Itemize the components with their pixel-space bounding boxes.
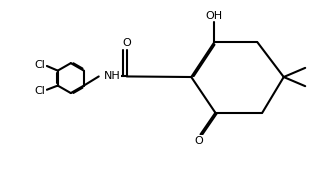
Text: OH: OH: [206, 10, 223, 20]
Text: O: O: [123, 38, 131, 48]
Text: Cl: Cl: [34, 86, 45, 96]
Text: NH: NH: [104, 71, 121, 81]
Text: Cl: Cl: [34, 60, 45, 70]
Text: O: O: [194, 136, 203, 146]
